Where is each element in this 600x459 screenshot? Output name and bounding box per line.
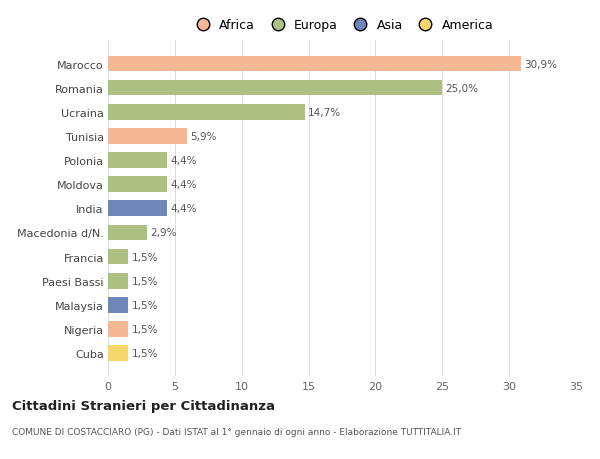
Bar: [108, 225, 147, 241]
Text: 1,5%: 1,5%: [131, 276, 158, 286]
Text: 14,7%: 14,7%: [308, 107, 341, 118]
Legend: Africa, Europa, Asia, America: Africa, Europa, Asia, America: [185, 14, 499, 37]
Bar: [108, 153, 167, 168]
Text: 1,5%: 1,5%: [131, 252, 158, 262]
Text: 1,5%: 1,5%: [131, 348, 158, 358]
Text: 4,4%: 4,4%: [170, 204, 197, 214]
Text: 30,9%: 30,9%: [524, 59, 557, 69]
Text: Cittadini Stranieri per Cittadinanza: Cittadini Stranieri per Cittadinanza: [12, 399, 275, 412]
Text: 4,4%: 4,4%: [170, 180, 197, 190]
Bar: [108, 177, 167, 193]
Bar: [108, 105, 305, 120]
Text: 25,0%: 25,0%: [446, 84, 479, 94]
Bar: [108, 56, 521, 72]
Bar: [108, 346, 128, 361]
Text: COMUNE DI COSTACCIARO (PG) - Dati ISTAT al 1° gennaio di ogni anno - Elaborazion: COMUNE DI COSTACCIARO (PG) - Dati ISTAT …: [12, 427, 461, 436]
Text: 1,5%: 1,5%: [131, 300, 158, 310]
Text: 5,9%: 5,9%: [190, 132, 217, 141]
Text: 4,4%: 4,4%: [170, 156, 197, 166]
Text: 1,5%: 1,5%: [131, 324, 158, 334]
Bar: [108, 201, 167, 217]
Bar: [108, 321, 128, 337]
Text: 2,9%: 2,9%: [150, 228, 176, 238]
Bar: [108, 129, 187, 145]
Bar: [108, 81, 442, 96]
Bar: [108, 273, 128, 289]
Bar: [108, 297, 128, 313]
Bar: [108, 249, 128, 265]
